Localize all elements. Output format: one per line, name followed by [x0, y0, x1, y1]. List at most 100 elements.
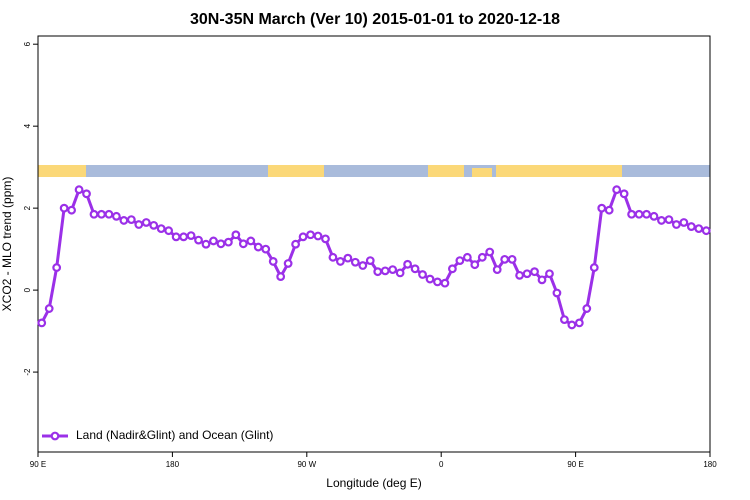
land-band — [268, 165, 324, 177]
data-point — [350, 257, 360, 267]
data-point — [268, 257, 278, 266]
data-point — [686, 222, 696, 231]
land-band — [38, 165, 86, 177]
data-point — [194, 235, 203, 245]
data-point — [306, 230, 315, 240]
legend-label: Land (Nadir&Glint) and Ocean (Glint) — [76, 428, 273, 442]
chart-title: 30N-35N March (Ver 10) 2015-01-01 to 202… — [190, 11, 560, 28]
data-point — [582, 304, 592, 313]
data-point — [119, 216, 129, 225]
data-point — [223, 237, 233, 247]
data-point — [530, 267, 539, 277]
y-tick-label: 6 — [23, 41, 32, 46]
data-point — [462, 252, 472, 262]
data-point — [619, 189, 629, 199]
data-point — [448, 264, 457, 274]
x-tick-label: 180 — [703, 460, 717, 469]
data-point — [537, 275, 547, 285]
data-point — [82, 189, 91, 199]
data-point — [171, 232, 181, 242]
data-point — [477, 252, 487, 262]
data-point — [649, 211, 659, 221]
data-point — [201, 239, 211, 249]
y-tick-label: 2 — [23, 205, 32, 210]
data-point — [321, 234, 330, 244]
data-point — [365, 256, 375, 265]
data-point — [246, 236, 256, 246]
data-point — [52, 263, 62, 272]
data-point — [179, 232, 189, 242]
data-point — [410, 264, 420, 274]
data-point — [253, 242, 263, 252]
data-point — [186, 231, 196, 240]
data-point — [37, 318, 47, 328]
data-point — [238, 239, 248, 249]
data-point — [276, 272, 286, 281]
land-band — [496, 165, 622, 177]
data-point — [111, 211, 121, 221]
data-point — [492, 265, 502, 275]
data-point — [89, 209, 99, 219]
data-point — [455, 256, 465, 265]
data-point — [209, 236, 218, 246]
data-point — [672, 220, 681, 229]
data-point — [126, 215, 136, 225]
data-point — [515, 270, 524, 280]
data-point — [485, 247, 495, 257]
data-point — [74, 185, 84, 195]
data-point — [59, 203, 69, 213]
data-point — [298, 232, 308, 242]
x-tick-label: 90 E — [30, 460, 46, 469]
plot-frame — [37, 35, 711, 453]
data-point — [164, 226, 174, 236]
data-point — [328, 252, 338, 262]
data-point — [589, 263, 599, 272]
data-point — [343, 253, 353, 263]
data-point — [552, 288, 562, 298]
data-point — [425, 274, 435, 284]
data-point — [694, 224, 704, 234]
data-point — [597, 203, 607, 213]
data-point — [104, 209, 114, 219]
data-point — [604, 205, 614, 215]
data-point — [141, 218, 151, 227]
data-point — [336, 257, 345, 266]
data-point — [567, 320, 577, 330]
data-point — [313, 231, 323, 241]
data-point — [395, 268, 405, 278]
data-point — [358, 261, 368, 270]
data-point — [134, 220, 144, 229]
data-point — [216, 239, 226, 249]
data-point — [433, 277, 442, 287]
data-point — [507, 254, 517, 264]
land-band — [428, 165, 464, 177]
data-point — [545, 269, 554, 279]
x-tick-label: 90 E — [567, 460, 583, 469]
data-point — [97, 209, 106, 219]
data-point — [440, 278, 450, 288]
data-point — [560, 315, 569, 325]
y-tick-label: -2 — [23, 368, 32, 376]
data-point — [701, 226, 711, 236]
data-point — [612, 185, 622, 195]
data-point — [261, 244, 271, 254]
y-tick-label: 0 — [23, 287, 32, 292]
data-point — [574, 318, 584, 328]
data-point — [44, 304, 54, 313]
data-point — [373, 267, 383, 277]
data-point — [657, 216, 666, 225]
data-point — [67, 205, 76, 215]
x-axis-label: Longitude (deg E) — [326, 476, 421, 490]
legend-marker — [50, 431, 60, 441]
land-ocean-strip — [38, 165, 710, 177]
data-point — [642, 209, 651, 219]
y-tick-label: 4 — [23, 123, 32, 128]
data-point — [500, 254, 510, 264]
data-point — [664, 215, 674, 225]
data-point — [283, 259, 293, 268]
data-point — [388, 265, 398, 275]
data-point — [418, 270, 427, 279]
y-axis-label: XCO2 - MLO trend (ppm) — [0, 177, 14, 312]
x-tick-label: 90 W — [297, 460, 316, 469]
